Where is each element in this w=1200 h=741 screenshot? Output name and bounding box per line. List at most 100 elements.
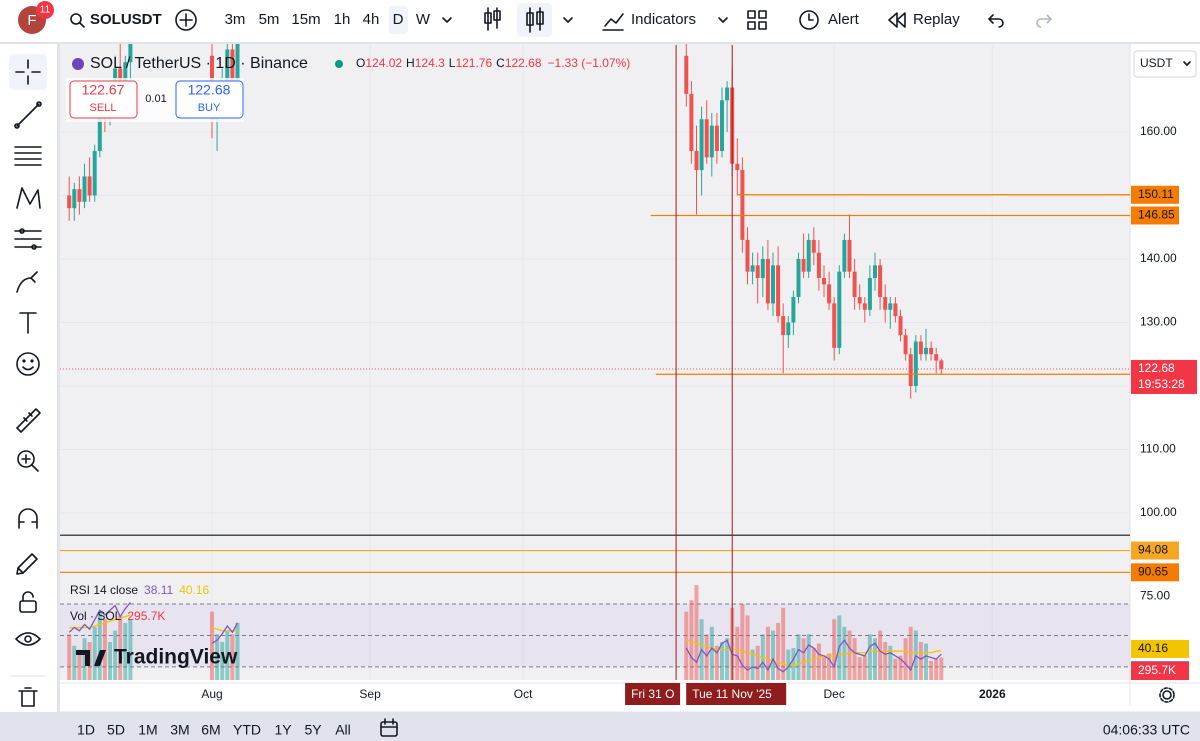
trendline-tool[interactable] bbox=[14, 101, 42, 129]
replay-icon[interactable] bbox=[888, 12, 906, 28]
y-tick-label: 140.00 bbox=[1140, 251, 1177, 265]
rsi-legend: RSI 14 close 38.11 40.16 bbox=[70, 583, 210, 597]
level-label-bg bbox=[1131, 541, 1179, 560]
lock-draw-tool[interactable] bbox=[16, 553, 38, 575]
chart-type-menu[interactable] bbox=[563, 17, 573, 23]
level-label-bg bbox=[1131, 185, 1179, 204]
candle-body bbox=[873, 265, 877, 279]
range-button[interactable]: YTD bbox=[233, 722, 261, 738]
indicators-menu[interactable] bbox=[718, 17, 728, 23]
currency-menu[interactable] bbox=[1183, 61, 1191, 66]
currency-select[interactable] bbox=[1133, 50, 1197, 78]
volume-bar bbox=[827, 653, 832, 680]
range-button[interactable]: 5Y bbox=[304, 722, 322, 738]
interval[interactable]: D bbox=[393, 11, 404, 28]
volume-bar bbox=[684, 611, 689, 680]
axis-settings[interactable] bbox=[1159, 687, 1175, 703]
volume-bar bbox=[796, 634, 801, 680]
pattern-tool[interactable] bbox=[16, 187, 41, 209]
candle-body bbox=[740, 170, 745, 240]
trash-tool[interactable] bbox=[18, 687, 38, 707]
ruler-tool[interactable] bbox=[16, 408, 41, 433]
candle-body bbox=[837, 271, 842, 348]
badge bbox=[36, 1, 54, 19]
range-button[interactable]: 3M bbox=[170, 722, 189, 738]
search-icon[interactable] bbox=[70, 13, 85, 28]
interval[interactable]: 1h bbox=[334, 11, 351, 28]
rsi-line bbox=[68, 601, 131, 633]
interval[interactable]: 3m bbox=[225, 11, 246, 28]
volume-legend: Vol · SOL 295.7K bbox=[70, 609, 165, 623]
candle-body bbox=[776, 265, 781, 317]
candle-body bbox=[913, 341, 918, 386]
alert[interactable]: Alert bbox=[828, 11, 860, 28]
interval-menu[interactable] bbox=[442, 17, 452, 23]
interval[interactable]: 5m bbox=[259, 11, 280, 28]
undo[interactable] bbox=[988, 14, 1004, 28]
rsi-title: RSI 14 close bbox=[70, 583, 138, 597]
replay[interactable]: Replay bbox=[913, 11, 960, 28]
sell-price: 122.67 bbox=[82, 82, 125, 98]
indicators[interactable]: Indicators bbox=[631, 11, 696, 28]
range-button[interactable]: 5D bbox=[107, 722, 125, 738]
bar-icon[interactable] bbox=[484, 7, 501, 31]
range-button[interactable]: 6M bbox=[201, 722, 220, 738]
candle-body bbox=[842, 239, 847, 272]
candle-body bbox=[77, 189, 82, 202]
magnet-tool[interactable] bbox=[18, 508, 38, 529]
candle-body bbox=[832, 303, 837, 348]
interval[interactable]: 15m bbox=[291, 11, 320, 28]
crosshair-tool[interactable] bbox=[15, 59, 41, 85]
date-range-icon[interactable] bbox=[380, 718, 398, 737]
l-label: L bbox=[449, 56, 456, 70]
volume-bar bbox=[806, 634, 811, 680]
volume-bar bbox=[883, 642, 888, 680]
fib-tool[interactable] bbox=[14, 146, 42, 166]
range-button[interactable]: All bbox=[335, 722, 351, 738]
level-label: 94.08 bbox=[1138, 543, 1168, 557]
emoji-tool[interactable] bbox=[16, 352, 40, 376]
c-value: 122.68 bbox=[505, 56, 542, 70]
logo-mark bbox=[76, 650, 106, 666]
sell-button[interactable] bbox=[69, 80, 138, 119]
candle-icon[interactable] bbox=[526, 7, 544, 33]
lock-tool[interactable] bbox=[19, 591, 37, 613]
interval[interactable]: W bbox=[416, 11, 431, 28]
interval[interactable]: 4h bbox=[363, 11, 380, 28]
add-symbol[interactable] bbox=[175, 9, 197, 31]
o-value: 124.02 bbox=[365, 56, 402, 70]
alert-icon[interactable] bbox=[799, 10, 819, 30]
x-tick-label: Aug bbox=[201, 687, 222, 701]
text-tool[interactable] bbox=[19, 312, 37, 334]
volume-bar bbox=[801, 638, 806, 680]
volume-bar bbox=[72, 645, 77, 680]
buy-button[interactable] bbox=[175, 80, 244, 119]
visibility-tool[interactable] bbox=[15, 632, 41, 646]
forecast-tool[interactable] bbox=[14, 228, 42, 250]
o-label: O bbox=[356, 56, 365, 70]
zoom-tool[interactable] bbox=[17, 450, 39, 472]
volume-bar bbox=[903, 638, 908, 680]
brush-tool[interactable] bbox=[16, 271, 38, 293]
y-tick-label: 110.00 bbox=[1140, 442, 1176, 456]
symbol[interactable]: SOLUSDT bbox=[90, 11, 162, 28]
x-tick-label: 2026 bbox=[979, 687, 1006, 701]
volume-bar bbox=[108, 642, 112, 680]
volume-bar bbox=[215, 634, 220, 680]
volume-bar bbox=[230, 634, 235, 680]
candle-body bbox=[908, 354, 913, 386]
h-label: H bbox=[406, 56, 415, 70]
volume-bar bbox=[832, 619, 837, 680]
volume-bar bbox=[791, 648, 796, 680]
range-button[interactable]: 1M bbox=[138, 722, 157, 738]
volume-bar bbox=[128, 619, 133, 680]
indicators-icon[interactable] bbox=[602, 13, 624, 31]
crosshair-label: Tue 11 Nov '25 bbox=[692, 687, 772, 701]
range-button[interactable]: 1D bbox=[77, 722, 95, 738]
range-button[interactable]: 1Y bbox=[274, 722, 292, 738]
candle-body bbox=[225, 49, 230, 82]
layout-icon[interactable] bbox=[747, 10, 767, 30]
crosshair-label: Fri 31 O bbox=[631, 687, 674, 701]
volume-bar bbox=[918, 642, 923, 680]
volume-bar bbox=[77, 649, 82, 680]
